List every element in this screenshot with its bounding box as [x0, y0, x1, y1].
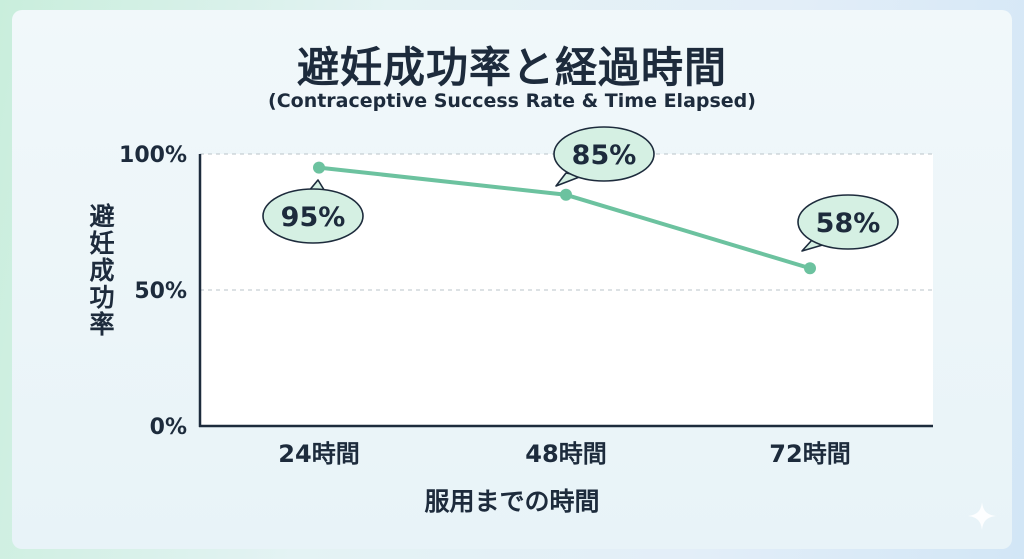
data-label: 85% — [572, 140, 637, 171]
y-tick-label: 100% — [119, 143, 187, 168]
data-point — [804, 262, 816, 275]
chart-subtitle: (Contraceptive Success Rate & Time Elaps… — [268, 90, 756, 112]
x-tick-label: 48時間 — [525, 440, 606, 468]
data-label: 58% — [816, 208, 881, 239]
sparkle-icon — [968, 502, 996, 530]
y-axis-label: 避妊成功率 — [86, 203, 115, 338]
x-tick-label: 24時間 — [278, 440, 359, 468]
chart-title: 避妊成功率と経過時間 — [296, 43, 727, 92]
y-tick-label: 50% — [134, 279, 187, 304]
data-point — [313, 161, 325, 174]
y-tick-label: 0% — [150, 415, 187, 440]
data-point — [560, 188, 572, 201]
x-axis-label: 服用までの時間 — [424, 487, 600, 516]
x-tick-label: 72時間 — [769, 440, 850, 468]
data-label: 95% — [281, 202, 346, 233]
